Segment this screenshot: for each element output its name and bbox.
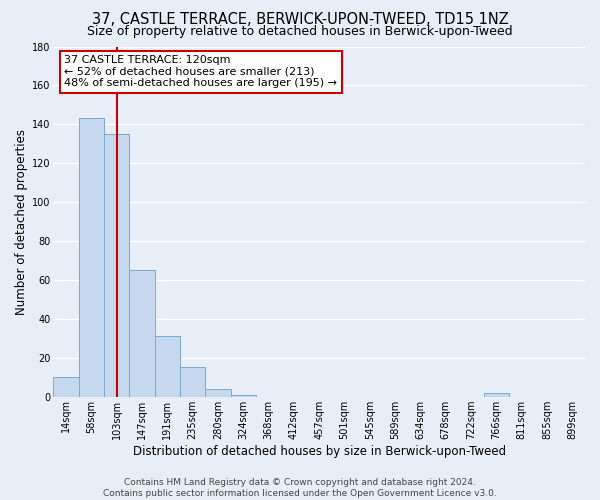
Text: 37 CASTLE TERRACE: 120sqm
← 52% of detached houses are smaller (213)
48% of semi: 37 CASTLE TERRACE: 120sqm ← 52% of detac… xyxy=(64,56,337,88)
Bar xyxy=(79,118,104,396)
Bar xyxy=(155,336,180,396)
X-axis label: Distribution of detached houses by size in Berwick-upon-Tweed: Distribution of detached houses by size … xyxy=(133,444,506,458)
Bar xyxy=(180,368,205,396)
Y-axis label: Number of detached properties: Number of detached properties xyxy=(15,128,28,314)
Bar xyxy=(130,270,155,396)
Bar xyxy=(484,393,509,396)
Text: Size of property relative to detached houses in Berwick-upon-Tweed: Size of property relative to detached ho… xyxy=(87,25,513,38)
Bar xyxy=(104,134,130,396)
Bar xyxy=(53,377,79,396)
Text: Contains HM Land Registry data © Crown copyright and database right 2024.
Contai: Contains HM Land Registry data © Crown c… xyxy=(103,478,497,498)
Bar xyxy=(205,389,230,396)
Bar xyxy=(230,394,256,396)
Text: 37, CASTLE TERRACE, BERWICK-UPON-TWEED, TD15 1NZ: 37, CASTLE TERRACE, BERWICK-UPON-TWEED, … xyxy=(92,12,508,28)
